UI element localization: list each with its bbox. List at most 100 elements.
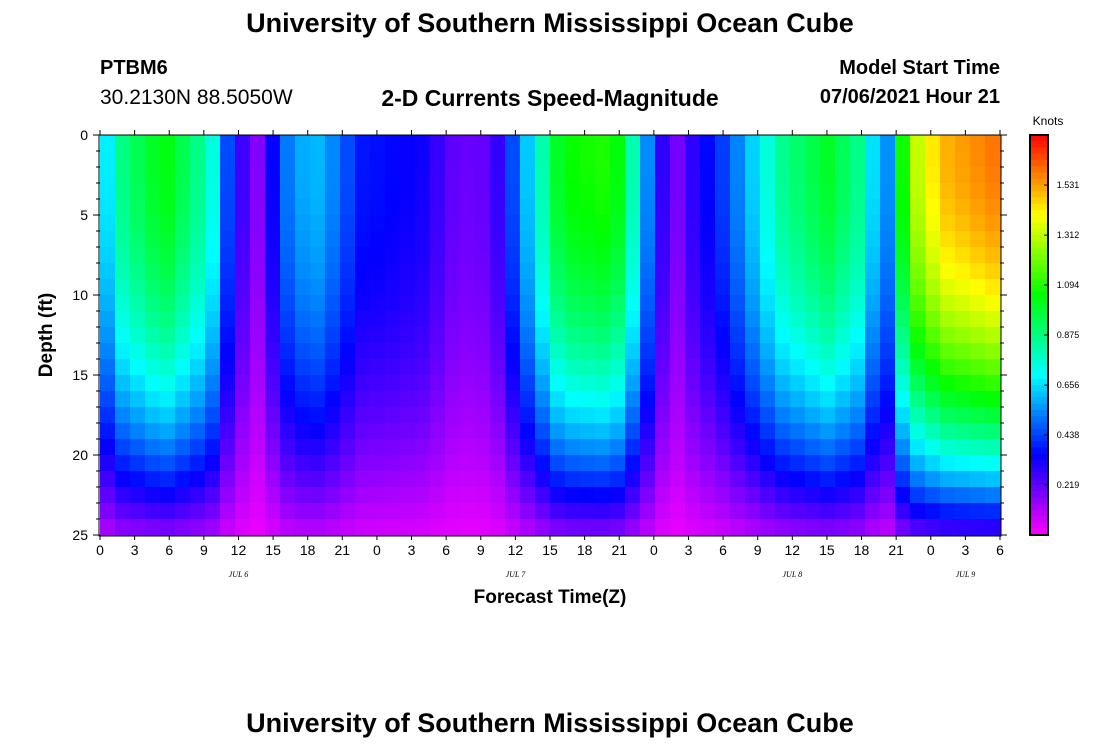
heatmap-cell [190, 183, 206, 200]
heatmap-cell [595, 247, 611, 264]
colorbar-swatch [1030, 228, 1048, 236]
heatmap-cell [640, 279, 656, 296]
colorbar-tick-label: 0.656 [1057, 380, 1080, 390]
heatmap-cell [925, 167, 941, 184]
heatmap-cell [115, 439, 131, 456]
heatmap-cell [580, 167, 596, 184]
heatmap-cell [625, 471, 641, 488]
heatmap-cell [760, 375, 776, 392]
heatmap-cell [415, 423, 431, 440]
heatmap-cell [655, 359, 671, 376]
heatmap-cell [475, 407, 491, 424]
heatmap-cell [730, 423, 746, 440]
heatmap-cell [715, 247, 731, 264]
heatmap-cell [295, 247, 311, 264]
heatmap-cell [310, 519, 326, 536]
heatmap-cell [175, 151, 191, 168]
heatmap-cell [565, 503, 581, 520]
heatmap-cell [400, 135, 416, 152]
heatmap-cell [970, 151, 986, 168]
heatmap-cell [430, 135, 446, 152]
heatmap-cell [625, 295, 641, 312]
heatmap-cell [130, 311, 146, 328]
heatmap-cell [730, 215, 746, 232]
heatmap-cell [220, 263, 236, 280]
heatmap-cell [940, 375, 956, 392]
heatmap-cell [820, 503, 836, 520]
colorbar-swatch [1030, 497, 1048, 505]
heatmap-cell [880, 199, 896, 216]
heatmap-cell [700, 167, 716, 184]
heatmap-cell [970, 295, 986, 312]
heatmap-cell [745, 151, 761, 168]
heatmap-cell [775, 439, 791, 456]
heatmap-cell [910, 247, 926, 264]
heatmap-cell [175, 359, 191, 376]
heatmap-cell [700, 151, 716, 168]
heatmap-cell [910, 135, 926, 152]
heatmap-cell [475, 455, 491, 472]
heatmap-cell [130, 151, 146, 168]
heatmap-cell [910, 343, 926, 360]
heatmap-cell [130, 503, 146, 520]
heatmap-cell [985, 167, 1001, 184]
heatmap-cell [895, 375, 911, 392]
heatmap-cell [250, 183, 266, 200]
heatmap-cell [760, 471, 776, 488]
heatmap-cell [595, 151, 611, 168]
heatmap-cell [715, 423, 731, 440]
heatmap-cell [880, 151, 896, 168]
heatmap-cell [670, 151, 686, 168]
heatmap-cell [295, 295, 311, 312]
heatmap-cell [505, 391, 521, 408]
y-tick-label: 15 [72, 367, 88, 383]
heatmap-cell [730, 151, 746, 168]
heatmap-cell [850, 247, 866, 264]
heatmap-cell [220, 439, 236, 456]
heatmap-cell [475, 375, 491, 392]
heatmap-cell [550, 391, 566, 408]
heatmap-cell [880, 439, 896, 456]
heatmap-cell [790, 311, 806, 328]
heatmap-cell [985, 247, 1001, 264]
heatmap-cell [190, 487, 206, 504]
heatmap-cell [760, 167, 776, 184]
heatmap-cell [445, 215, 461, 232]
heatmap-cell [340, 167, 356, 184]
heatmap-cell [655, 423, 671, 440]
heatmap-cell [580, 263, 596, 280]
heatmap-cell [160, 407, 176, 424]
heatmap-cell [940, 247, 956, 264]
heatmap-cell [445, 327, 461, 344]
heatmap-cell [430, 311, 446, 328]
heatmap-cell [685, 343, 701, 360]
heatmap-cell [700, 279, 716, 296]
heatmap-cell [475, 487, 491, 504]
heatmap-cell [250, 503, 266, 520]
heatmap-cell [535, 471, 551, 488]
heatmap-cell [280, 311, 296, 328]
x-tick-label: 3 [685, 542, 693, 558]
heatmap-cell [595, 503, 611, 520]
heatmap-cell [400, 455, 416, 472]
heatmap-cell [760, 455, 776, 472]
heatmap-cell [385, 391, 401, 408]
heatmap-cell [100, 263, 116, 280]
heatmap-cell [550, 279, 566, 296]
heatmap-cell [745, 327, 761, 344]
heatmap-cell [520, 423, 536, 440]
heatmap-cell [745, 167, 761, 184]
heatmap-cell [550, 455, 566, 472]
heatmap-cell [310, 487, 326, 504]
heatmap-cell [850, 407, 866, 424]
heatmap-cell [850, 359, 866, 376]
heatmap-cell [790, 295, 806, 312]
heatmap-cell [220, 231, 236, 248]
heatmap-cell [505, 311, 521, 328]
heatmap-cell [700, 135, 716, 152]
heatmap-cell [205, 231, 221, 248]
heatmap-cell [775, 279, 791, 296]
heatmap-cell [355, 439, 371, 456]
heatmap-cell [670, 407, 686, 424]
heatmap-cell [655, 151, 671, 168]
